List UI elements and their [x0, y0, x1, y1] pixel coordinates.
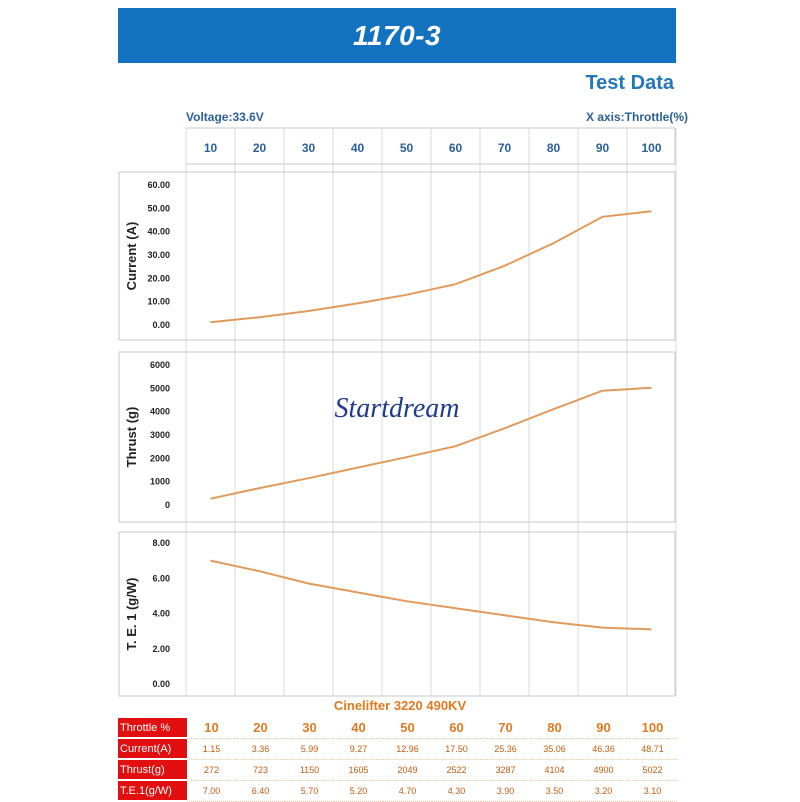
table-cell: 6.40 — [236, 780, 285, 801]
y-axis-label: Thrust (g) — [124, 407, 139, 468]
table-row: Current(A) 1.15 3.36 5.99 9.27 12.96 17.50 25.3… — [118, 738, 677, 759]
table-cell: 1.15 — [187, 738, 236, 759]
table-cell: 40 — [334, 718, 383, 738]
table-cell: 723 — [236, 759, 285, 780]
table-cell: 70 — [481, 718, 530, 738]
y-axis-label: T. E. 1 (g/W) — [124, 578, 139, 651]
x-tick-label: 80 — [547, 141, 561, 155]
table-cell: 12.96 — [383, 738, 432, 759]
y-axis-label: Current (A) — [124, 222, 139, 291]
x-tick-label: 40 — [351, 141, 365, 155]
table-row: Thrust(g) 272 723 1150 1605 2049 2522 3287 4104 4… — [118, 759, 677, 780]
table-cell: 100 — [628, 718, 677, 738]
x-tick-label: 30 — [302, 141, 316, 155]
table-cell: 25.36 — [481, 738, 530, 759]
data-table: Throttle % 10 20 30 40 50 60 70 80 90 100 Current(A… — [118, 718, 677, 802]
row-label: Throttle % — [118, 718, 187, 738]
table-cell: 1605 — [334, 759, 383, 780]
panel-frame — [119, 532, 675, 696]
table-cell: 7.00 — [187, 780, 236, 801]
table-cell: 3.90 — [481, 780, 530, 801]
table-cell: 2522 — [432, 759, 481, 780]
table-row: T.E.1(g/W) 7.00 6.40 5.70 5.20 4.70 4.30 3.90 3.… — [118, 780, 677, 801]
y-tick-label: 4.00 — [152, 609, 170, 619]
x-tick-label: 100 — [641, 141, 661, 155]
x-tick-label: 70 — [498, 141, 512, 155]
table-cell: 48.71 — [628, 738, 677, 759]
table-cell: 90 — [579, 718, 628, 738]
table-cell: 2049 — [383, 759, 432, 780]
y-tick-label: 40.00 — [147, 227, 170, 237]
y-tick-label: 0.00 — [152, 320, 170, 330]
panel-frame — [119, 172, 675, 340]
table-cell: 60 — [432, 718, 481, 738]
y-tick-label: 2000 — [150, 453, 170, 463]
y-tick-label: 3000 — [150, 430, 170, 440]
table-cell: 5.99 — [285, 738, 334, 759]
watermark-text: Startdream — [335, 393, 460, 424]
table-cell: 4.70 — [383, 780, 432, 801]
x-tick-label: 10 — [204, 141, 218, 155]
table-cell: 5022 — [628, 759, 677, 780]
y-tick-label: 8.00 — [152, 538, 170, 548]
row-label: Thrust(g) — [118, 759, 187, 780]
table-cell: 3.36 — [236, 738, 285, 759]
panel-frame — [119, 352, 675, 522]
table-cell: 4900 — [579, 759, 628, 780]
x-tick-label: 20 — [253, 141, 267, 155]
table-cell: 50 — [383, 718, 432, 738]
table-cell: 80 — [530, 718, 579, 738]
model-name: Cinelifter 3220 490KV — [0, 698, 800, 713]
y-tick-label: 6000 — [150, 360, 170, 370]
table-cell: 3.10 — [628, 780, 677, 801]
table-cell: 3.20 — [579, 780, 628, 801]
table-cell: 35.06 — [530, 738, 579, 759]
y-tick-label: 1000 — [150, 477, 170, 487]
y-tick-label: 50.00 — [147, 203, 170, 213]
y-tick-label: 20.00 — [147, 273, 170, 283]
table-cell: 20 — [236, 718, 285, 738]
x-tick-label: 90 — [596, 141, 610, 155]
y-tick-label: 0.00 — [152, 679, 170, 689]
table-cell: 5.20 — [334, 780, 383, 801]
table-cell: 3.50 — [530, 780, 579, 801]
table-cell: 9.27 — [334, 738, 383, 759]
table-cell: 30 — [285, 718, 334, 738]
y-tick-label: 60.00 — [147, 180, 170, 190]
y-tick-label: 0 — [165, 500, 170, 510]
table-cell: 4104 — [530, 759, 579, 780]
table-cell: 1150 — [285, 759, 334, 780]
y-tick-label: 4000 — [150, 407, 170, 417]
table-cell: 17.50 — [432, 738, 481, 759]
table-cell: 4.30 — [432, 780, 481, 801]
table-cell: 5.70 — [285, 780, 334, 801]
x-tick-label: 50 — [400, 141, 414, 155]
y-tick-label: 6.00 — [152, 573, 170, 583]
table-cell: 10 — [187, 718, 236, 738]
table-cell: 46.36 — [579, 738, 628, 759]
y-tick-label: 10.00 — [147, 297, 170, 307]
y-tick-label: 30.00 — [147, 250, 170, 260]
y-tick-label: 5000 — [150, 383, 170, 393]
table-cell: 272 — [187, 759, 236, 780]
y-tick-label: 2.00 — [152, 644, 170, 654]
table-cell: 3287 — [481, 759, 530, 780]
row-label: Current(A) — [118, 738, 187, 759]
table-row: Throttle % 10 20 30 40 50 60 70 80 90 100 — [118, 718, 677, 738]
row-label: T.E.1(g/W) — [118, 780, 187, 801]
x-tick-label: 60 — [449, 141, 463, 155]
